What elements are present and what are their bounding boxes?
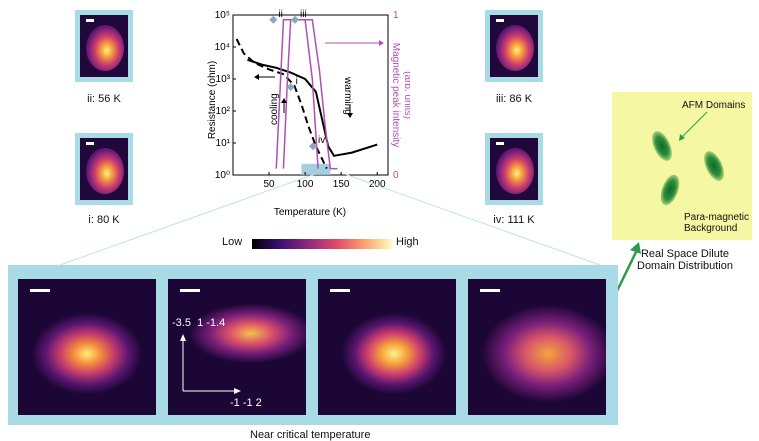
diffraction-panel-1 <box>18 279 156 415</box>
y-tick-label: 10² <box>216 106 231 117</box>
thumbnail-i-label: i: 80 K <box>88 214 120 226</box>
x-tick-label: 100 <box>297 179 314 190</box>
critical-temperature-panels: -3.5 1 -1.4 -1 -1 2 <box>8 265 618 425</box>
y2-axis-label-line1: Magnetic peak intensity <box>390 43 401 148</box>
thumbnail-ii-label: ii: 56 K <box>87 93 121 105</box>
strip-caption: Near critical temperature <box>250 429 371 441</box>
critical-temperature-highlight <box>301 163 331 175</box>
diffraction-panel-4 <box>468 279 606 415</box>
x-axis-label: Temperature (K) <box>274 207 346 218</box>
y2-tick-label: 1 <box>393 10 399 21</box>
magnetic-right-arrowhead <box>379 40 384 46</box>
paramagnetic-label: Para-magnetic Background <box>684 212 750 234</box>
thumbnail-iv-label: iv: 111 K <box>493 214 535 226</box>
y-tick-label: 10⁰ <box>215 170 230 181</box>
diffraction-panel-2: -3.5 1 -1.4 -1 -1 2 <box>168 279 306 415</box>
diffraction-panel-3 <box>318 279 456 415</box>
y2-axis-label-line2: (arb. units) <box>402 71 410 119</box>
axis-label-right: -1 -1 2 <box>230 397 262 409</box>
resistance-cooling-line <box>235 38 328 170</box>
y-tick-label: 10⁴ <box>215 42 230 53</box>
marker-label-ii: ii <box>278 9 282 20</box>
magnetic-warming-line <box>275 19 338 170</box>
y-tick-label: 10³ <box>216 74 231 85</box>
warming-arrowhead <box>347 113 353 118</box>
marker-ii <box>269 15 278 24</box>
axis-label-top: -3.5 1 -1.4 <box>172 317 226 329</box>
afm-domains-label: AFM Domains <box>682 100 746 111</box>
thumbnail-i <box>75 133 133 205</box>
marker-label-iii: iii <box>300 9 307 20</box>
cooling-arrowhead <box>281 98 287 103</box>
domain-caption: Real Space Dilute Domain Distribution <box>637 248 733 272</box>
domain-distribution-box: AFM Domains Para-magnetic Background <box>612 92 752 240</box>
marker-iv <box>309 142 318 151</box>
resistance-left-arrowhead <box>254 74 259 80</box>
y-axis-label: Resistance (ohm) <box>207 61 218 139</box>
y-tick-label: 10¹ <box>216 138 231 149</box>
y2-tick-label: 0 <box>393 170 399 181</box>
warming-label: warming <box>342 76 353 115</box>
colorbar-high-label: High <box>396 236 419 248</box>
y-tick-label: 10⁵ <box>215 10 230 21</box>
x-tick-label: 50 <box>263 179 275 190</box>
marker-label-iv: iv <box>318 135 325 146</box>
x-tick-label: 150 <box>333 179 350 190</box>
colorbar-gradient <box>252 239 392 249</box>
thumbnail-iii-label: iii: 86 K <box>495 93 533 105</box>
marker-label-i: i <box>296 76 298 87</box>
thumbnail-iv <box>485 133 543 205</box>
thumbnail-ii <box>75 10 133 82</box>
resistance-warming-line <box>247 58 378 157</box>
x-tick-label: 200 <box>369 179 386 190</box>
colorbar-low-label: Low <box>222 236 243 248</box>
marker-i <box>286 83 295 91</box>
cooling-label: cooling <box>269 93 280 125</box>
thumbnail-iii <box>485 10 543 82</box>
